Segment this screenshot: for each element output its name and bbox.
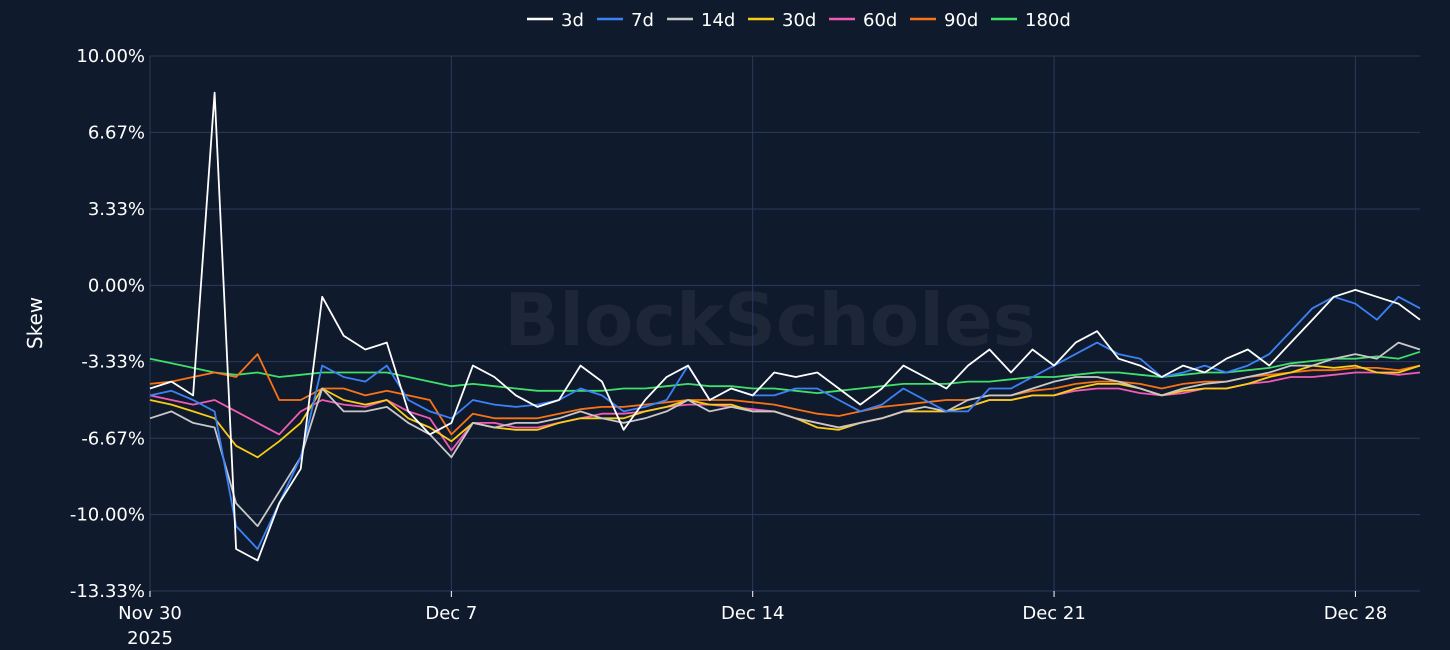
series-line-90d (149, 353, 1421, 436)
x-tick-sublabel: 2025 (127, 628, 173, 649)
legend-label: 180d (1025, 10, 1071, 31)
legend-label: 3d (561, 10, 584, 31)
y-tick-label: -10.00% (70, 505, 145, 526)
legend-item-14d[interactable]: 14d (667, 10, 735, 31)
series-line-14d (149, 341, 1421, 527)
series-line-30d (149, 364, 1421, 459)
legend-item-90d[interactable]: 90d (910, 10, 978, 31)
x-axis: Nov 30 2025 Dec 7 Dec 14 Dec 21 Dec 28 (118, 591, 1387, 649)
legend-item-7d[interactable]: 7d (597, 10, 654, 31)
legend-label: 14d (701, 10, 735, 31)
y-axis-label: Skew (23, 297, 47, 349)
watermark-text: BlockScholes (504, 278, 1035, 362)
y-tick-label: -13.33% (70, 581, 145, 602)
y-axis: 10.00% 6.67% 3.33% 0.00% -3.33% -6.67% -10.00%… (70, 46, 145, 602)
x-tick-label: Dec 14 (721, 603, 784, 624)
legend-label: 60d (863, 10, 897, 31)
series-line-180d (149, 350, 1421, 395)
x-tick-label: Dec 7 (425, 603, 477, 624)
x-tick-label: Dec 21 (1022, 603, 1085, 624)
legend-item-60d[interactable]: 60d (829, 10, 897, 31)
legend-item-180d[interactable]: 180d (991, 10, 1071, 31)
series-line-3d (149, 91, 1421, 562)
legend-item-3d[interactable]: 3d (527, 10, 584, 31)
legend-item-30d[interactable]: 30d (748, 10, 816, 31)
legend-label: 7d (631, 10, 654, 31)
x-tick-label: Nov 30 (118, 603, 182, 624)
legend: 3d 7d 14d 30d 60d 90d 180d (527, 10, 1071, 31)
y-tick-label: -3.33% (81, 352, 145, 373)
y-tick-label: 0.00% (88, 275, 145, 296)
y-tick-label: 3.33% (88, 199, 145, 220)
series-line-7d (149, 295, 1421, 550)
y-tick-label: -6.67% (81, 428, 145, 449)
y-tick-label: 10.00% (76, 46, 145, 67)
series-lines (149, 91, 1421, 562)
grid (149, 55, 1420, 592)
y-tick-label: 6.67% (88, 122, 145, 143)
x-tick-label: Dec 28 (1324, 603, 1387, 624)
legend-label: 30d (782, 10, 816, 31)
legend-label: 90d (944, 10, 978, 31)
watermark: BlockScholes (504, 278, 1035, 362)
